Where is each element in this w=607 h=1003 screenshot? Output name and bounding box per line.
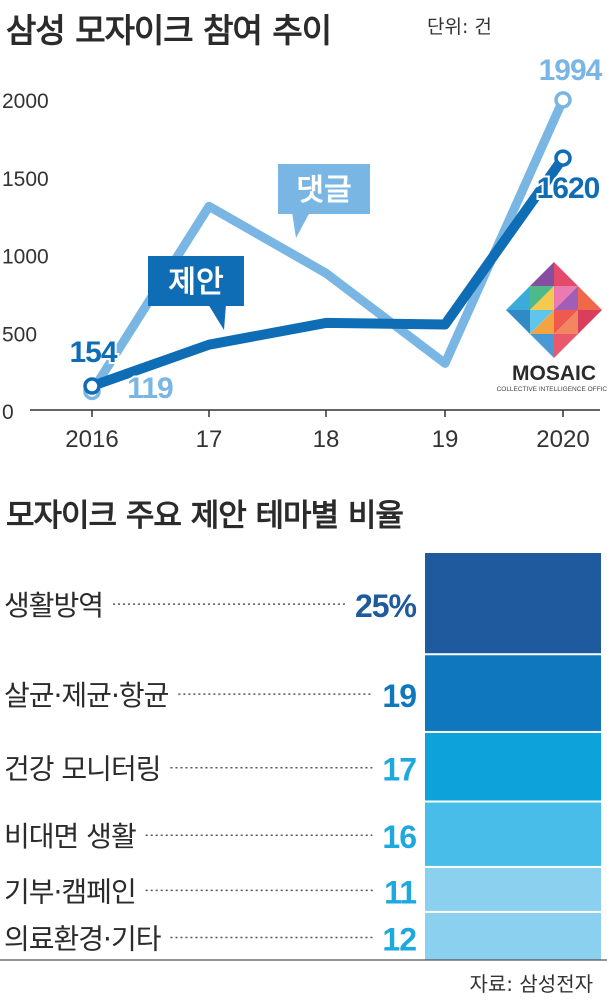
participation-line-chart: 0 500 1000 1500 2000 2016 17 18 19 2020 119 1994 1…	[2, 52, 607, 453]
theme-value-label: 25%	[355, 588, 417, 624]
series-callout-box	[148, 256, 244, 306]
unit-label: 단위: 건	[427, 16, 492, 38]
theme-label: 비대면 생활	[4, 820, 136, 853]
logo-tile	[530, 310, 554, 334]
theme-value-label: 11	[384, 874, 416, 910]
theme-label: 건강 모니터링	[4, 753, 160, 786]
theme-value-label: 12	[382, 921, 416, 957]
data-point	[554, 149, 572, 167]
logo-tile	[554, 310, 578, 334]
theme-bar-segment	[425, 802, 601, 866]
x-tick-label: 19	[432, 426, 459, 453]
logo-tile	[554, 334, 578, 358]
theme-label: 살균·제균·항균	[4, 679, 169, 712]
theme-label: 의료환경·기타	[4, 922, 161, 955]
data-point	[83, 377, 101, 395]
y-tick-label: 1000	[2, 246, 49, 269]
x-tick-label: 17	[196, 426, 223, 453]
theme-value-label: 17	[382, 752, 416, 788]
data-label: 1994	[539, 54, 603, 87]
theme-bar-segment	[425, 553, 601, 654]
series-label-comments: 댓글	[296, 173, 351, 208]
series-callout-pointer	[208, 304, 226, 330]
series-line-comments	[87, 95, 568, 396]
logo-tagline: COLLECTIVE INTELLIGENCE OFFICE	[497, 386, 607, 393]
data-label: 119	[127, 372, 173, 405]
x-tick-label: 2016	[65, 426, 118, 453]
logo-tile	[554, 286, 578, 310]
y-tick-label: 500	[2, 323, 37, 346]
y-tick-label: 1500	[2, 168, 49, 191]
y-tick-label: 0	[2, 401, 14, 424]
series-callout-box	[278, 164, 370, 214]
series-line-proposals	[87, 153, 568, 392]
theme-bar-segment	[425, 867, 601, 911]
series-label-proposals: 제안	[168, 265, 224, 300]
data-label: 154	[69, 336, 117, 369]
data-point	[554, 91, 572, 109]
theme-bar-segment	[425, 912, 601, 960]
logo-wordmark: MOSAIC	[512, 362, 596, 385]
x-tick-label: 18	[313, 426, 340, 453]
logo-tile	[578, 286, 602, 310]
logo-tile	[530, 286, 554, 310]
logo-tile	[554, 262, 578, 286]
line-chart-title: 삼성 모자이크 참여 추이	[6, 11, 332, 50]
logo-tile	[578, 310, 602, 334]
logo-tile	[530, 334, 554, 358]
y-tick-label: 2000	[2, 90, 49, 113]
theme-value-label: 19	[382, 678, 416, 714]
x-tick-label: 2020	[536, 426, 589, 453]
source-note: 자료: 삼성전자	[469, 972, 594, 996]
theme-label: 기부·캠페인	[4, 875, 136, 908]
theme-bar-segment	[425, 732, 601, 801]
series-callout-pointer	[292, 212, 310, 238]
logo-tile	[506, 286, 530, 310]
bar-chart-title: 모자이크 주요 제안 테마별 비율	[6, 498, 404, 534]
logo-tile	[530, 262, 554, 286]
logo-tile	[506, 310, 530, 334]
theme-value-label: 16	[382, 819, 416, 855]
data-label: 1620	[537, 172, 600, 205]
theme-label: 생활방역	[4, 589, 103, 622]
theme-bar-segment	[425, 655, 601, 731]
